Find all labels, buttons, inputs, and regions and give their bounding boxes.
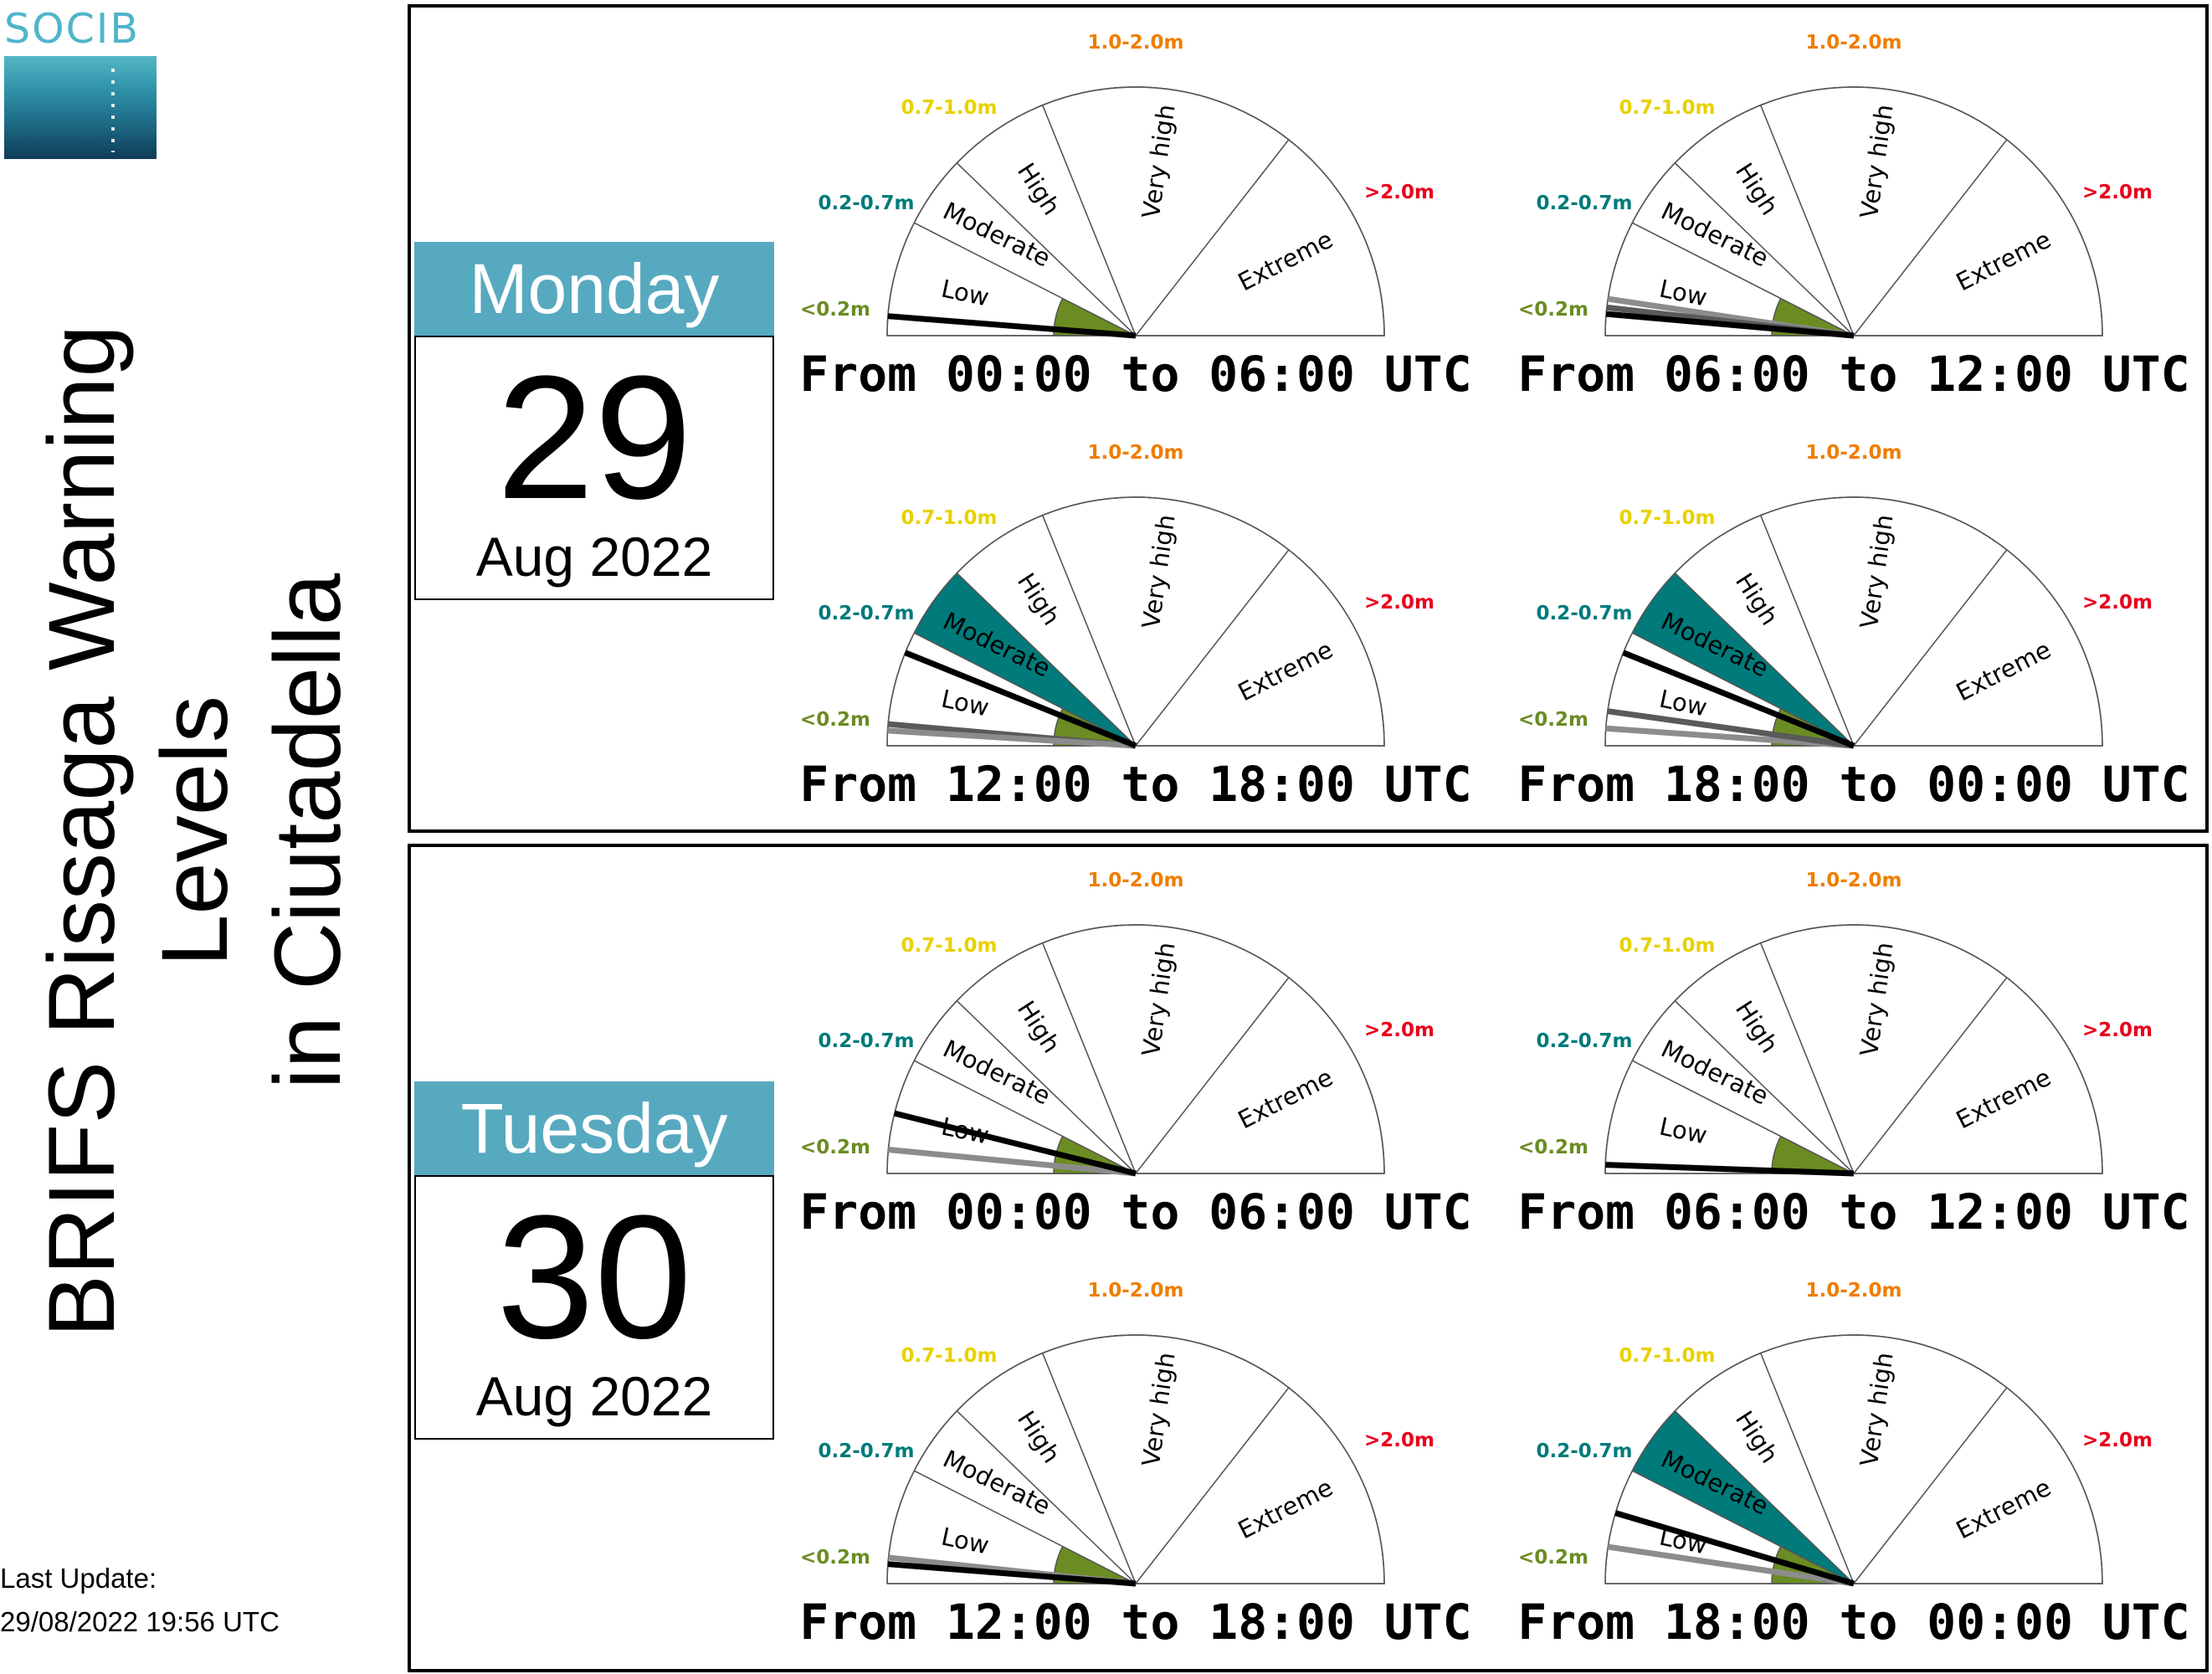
range-label: 0.2-0.7m <box>1537 603 1633 624</box>
range-label: 1.0-2.0m <box>1088 32 1184 54</box>
range-label: 0.7-1.0m <box>901 935 998 957</box>
gauge-arc <box>1604 924 2103 1174</box>
month-year: Aug 2022 <box>475 526 713 588</box>
range-label: 1.0-2.0m <box>1806 870 1902 891</box>
date-card: Tuesday 30 Aug 2022 <box>414 1081 774 1440</box>
period-title: From 06:00 to 12:00 UTC <box>1517 1184 2189 1240</box>
weekday-label: Tuesday <box>414 1081 774 1175</box>
range-label: 1.0-2.0m <box>1806 442 1902 464</box>
range-label: 0.2-0.7m <box>819 603 915 624</box>
period-title: From 18:00 to 00:00 UTC <box>1517 1594 2189 1651</box>
needle-tertiary <box>887 727 1137 749</box>
month-year: Aug 2022 <box>475 1365 713 1427</box>
needle-main <box>1622 650 1855 749</box>
range-label: 0.7-1.0m <box>1619 507 1716 529</box>
range-label: <0.2m <box>800 299 870 321</box>
needle-main <box>1614 1510 1855 1587</box>
needle-main <box>1605 311 1855 339</box>
range-label: 0.2-0.7m <box>819 1440 915 1462</box>
range-label: >2.0m <box>2082 592 2153 614</box>
last-update-value: 29/08/2022 19:56 UTC <box>0 1606 280 1637</box>
period-title: From 12:00 to 18:00 UTC <box>799 756 1471 813</box>
gauge-arc <box>1604 86 2103 336</box>
gauge-arc <box>886 1334 1385 1584</box>
range-label: >2.0m <box>1364 1019 1434 1041</box>
date-box: 29 Aug 2022 <box>414 336 774 600</box>
range-label: >2.0m <box>2082 1019 2153 1041</box>
range-label: 0.2-0.7m <box>1537 1030 1633 1052</box>
period-title: From 18:00 to 00:00 UTC <box>1517 756 2189 813</box>
range-label: 0.2-0.7m <box>819 193 915 214</box>
needle-main <box>893 1110 1137 1177</box>
gauge-arc <box>886 924 1385 1174</box>
gauge-arc <box>886 496 1385 747</box>
range-label: 1.0-2.0m <box>1806 32 1902 54</box>
day-panel-monday: Monday 29 Aug 2022 <box>408 4 2209 833</box>
range-label: >2.0m <box>1364 1430 1434 1451</box>
day-panel-tuesday: Tuesday 30 Aug 2022 <box>408 844 2209 1672</box>
period-title: From 00:00 to 06:00 UTC <box>799 346 1471 403</box>
range-label: 1.0-2.0m <box>1806 1280 1902 1302</box>
needle-main <box>887 1561 1137 1587</box>
needle-main <box>887 313 1137 339</box>
day-number: 29 <box>496 339 692 536</box>
weekday-label: Monday <box>414 242 774 336</box>
needle-tertiary <box>1607 1543 1855 1587</box>
period-title: From 12:00 to 18:00 UTC <box>799 1594 1471 1651</box>
range-label: >2.0m <box>1364 592 1434 614</box>
range-label: <0.2m <box>1518 709 1588 731</box>
range-label: 0.2-0.7m <box>819 1030 915 1052</box>
day-number: 30 <box>496 1178 692 1375</box>
range-label: 0.7-1.0m <box>901 1345 998 1367</box>
range-label: >2.0m <box>1364 182 1434 203</box>
range-label: 0.2-0.7m <box>1537 1440 1633 1462</box>
range-label: 0.7-1.0m <box>901 507 998 529</box>
gauge-arc <box>1604 496 2103 747</box>
needle-secondary <box>1607 708 1855 749</box>
date-card: Monday 29 Aug 2022 <box>414 242 774 600</box>
needle-tertiary <box>888 1147 1137 1177</box>
range-label: <0.2m <box>800 1137 870 1158</box>
range-label: >2.0m <box>2082 1430 2153 1451</box>
last-update: Last Update: 29/08/2022 19:56 UTC <box>0 1557 280 1644</box>
range-label: 0.2-0.7m <box>1537 193 1633 214</box>
range-label: <0.2m <box>1518 299 1588 321</box>
gauge-arc <box>1604 1334 2103 1584</box>
date-box: 30 Aug 2022 <box>414 1175 774 1440</box>
range-label: 1.0-2.0m <box>1088 1280 1184 1302</box>
range-label: 1.0-2.0m <box>1088 442 1184 464</box>
range-label: <0.2m <box>800 709 870 731</box>
logo-graphic <box>4 56 157 159</box>
range-label: 1.0-2.0m <box>1088 870 1184 891</box>
range-label: <0.2m <box>1518 1547 1588 1569</box>
needle-main <box>904 650 1137 749</box>
range-label: 0.7-1.0m <box>1619 935 1716 957</box>
gauge-arc <box>886 86 1385 336</box>
range-label: <0.2m <box>1518 1137 1588 1158</box>
range-label: 0.7-1.0m <box>1619 1345 1716 1367</box>
range-label: 0.7-1.0m <box>1619 97 1716 119</box>
range-label: >2.0m <box>2082 182 2153 203</box>
logo-text: SOCIB <box>4 5 140 53</box>
period-title: From 06:00 to 12:00 UTC <box>1517 346 2189 403</box>
range-label: <0.2m <box>800 1547 870 1569</box>
needle-main <box>1605 1162 1855 1177</box>
socib-logo: SOCIB <box>4 4 157 159</box>
range-label: 0.7-1.0m <box>901 97 998 119</box>
period-title: From 00:00 to 06:00 UTC <box>799 1184 1471 1240</box>
last-update-label: Last Update: <box>0 1563 157 1594</box>
